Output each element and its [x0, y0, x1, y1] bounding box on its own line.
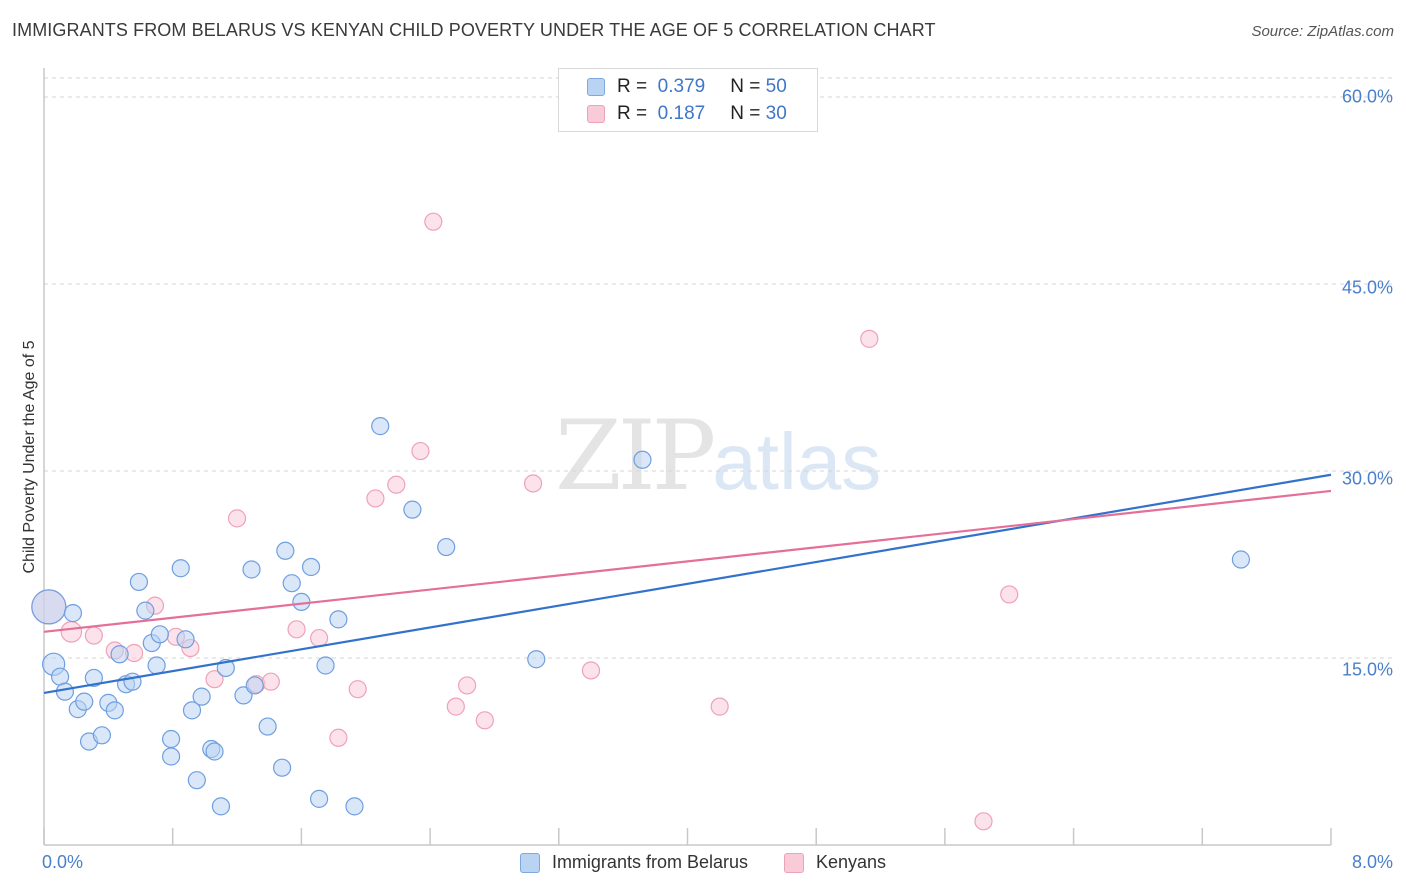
- series-legend-belarus: Immigrants from Belarus: [519, 852, 748, 873]
- kenyans-point: [581, 661, 601, 680]
- x-tick-marks: [43, 828, 1332, 845]
- series-legend: Immigrants from Belarus Kenyans: [0, 852, 1406, 873]
- legend-r-value: 0.379: [657, 76, 706, 97]
- series-legend-label: Kenyans: [816, 852, 887, 872]
- belarus-point: [129, 572, 149, 592]
- series-swatch-blue: [519, 852, 540, 873]
- belarus-point: [123, 672, 142, 691]
- chart-title: IMMIGRANTS FROM BELARUS VS KENYAN CHILD …: [12, 20, 936, 40]
- x-tick-label-max: 8.0%: [1351, 852, 1393, 872]
- belarus-point: [171, 559, 190, 578]
- y-tick-label-60: 60.0%: [1341, 86, 1393, 107]
- belarus-point: [329, 610, 348, 629]
- legend-r-label: R =: [617, 103, 648, 124]
- kenyans-point: [710, 697, 729, 716]
- kenyans-point: [366, 489, 385, 508]
- kenyans-point: [458, 676, 477, 695]
- belarus-point: [316, 656, 335, 675]
- kenyans-point: [287, 620, 306, 639]
- belarus-point: [63, 604, 83, 623]
- belarus-point: [92, 726, 112, 745]
- legend-swatch-pink: [587, 105, 605, 123]
- legend-swatch-blue: [587, 78, 605, 96]
- belarus-point: [187, 771, 206, 790]
- series-legend-kenyans: Kenyans: [784, 852, 886, 873]
- belarus-point: [1231, 550, 1251, 569]
- belarus-point: [272, 758, 292, 777]
- belarus-point: [211, 797, 231, 816]
- y-tick-label-30: 30.0%: [1341, 468, 1393, 489]
- belarus-point: [282, 574, 301, 593]
- kenyans-point: [475, 711, 494, 730]
- belarus-point: [161, 729, 181, 749]
- belarus-point: [161, 747, 181, 766]
- legend-n-value: 30: [765, 103, 787, 124]
- belarus-point: [205, 742, 224, 761]
- belarus-point: [258, 717, 277, 736]
- belarus-points: [31, 417, 1251, 816]
- legend-row-belarus: R = 0.379 N = 50: [587, 76, 787, 98]
- kenyans-point: [348, 680, 367, 699]
- watermark: ZIPatlas: [555, 400, 881, 512]
- belarus-point: [301, 557, 321, 577]
- kenyans-point: [974, 812, 993, 831]
- kenyans-point: [60, 621, 83, 643]
- belarus-point: [245, 676, 264, 695]
- belarus-trend-line: [43, 473, 1332, 694]
- belarus-point: [192, 687, 211, 706]
- belarus-point: [105, 701, 124, 720]
- y-axis-label: Child Poverty Under the Age of 5: [21, 340, 38, 574]
- belarus-point: [276, 541, 295, 560]
- kenyans-point: [387, 475, 406, 494]
- kenyans-point: [261, 672, 280, 691]
- kenyans-point: [205, 670, 224, 689]
- belarus-point: [182, 701, 202, 720]
- correlation-legend: R = 0.379 N = 50 R = 0.187 N = 30: [558, 68, 818, 132]
- belarus-point: [437, 537, 456, 557]
- belarus-point: [55, 682, 75, 701]
- belarus-point: [147, 656, 166, 675]
- legend-n-label: N =: [730, 76, 761, 97]
- legend-n-label: N =: [730, 103, 761, 124]
- source-credit: Source: ZipAtlas.com: [1251, 23, 1394, 40]
- belarus-point: [176, 630, 195, 649]
- y-tick-label-15: 15.0%: [1341, 659, 1393, 680]
- legend-r-label: R =: [617, 76, 648, 97]
- belarus-point: [242, 560, 261, 579]
- belarus-point: [136, 601, 155, 620]
- belarus-point: [309, 789, 329, 808]
- legend-n-value: 50: [765, 76, 787, 97]
- belarus-point: [110, 645, 129, 664]
- kenyans-trend-line: [43, 489, 1332, 633]
- kenyans-point: [84, 626, 103, 645]
- kenyans-point: [227, 509, 247, 528]
- legend-r-value: 0.187: [657, 103, 706, 124]
- belarus-point: [403, 500, 422, 519]
- belarus-point: [75, 692, 94, 711]
- belarus-point: [150, 625, 169, 644]
- watermark-atlas: atlas: [712, 417, 882, 506]
- x-tick-label-min: 0.0%: [42, 852, 84, 872]
- belarus-point: [84, 668, 103, 688]
- belarus-point: [31, 589, 67, 625]
- kenyans-point: [446, 697, 465, 716]
- kenyans-point: [860, 329, 879, 348]
- belarus-point: [527, 650, 546, 669]
- series-legend-label: Immigrants from Belarus: [551, 852, 748, 872]
- kenyans-point: [309, 628, 329, 648]
- legend-row-kenyans: R = 0.187 N = 30: [587, 103, 787, 125]
- y-tick-label-45: 45.0%: [1341, 277, 1393, 298]
- kenyans-point: [424, 212, 443, 231]
- kenyans-point: [411, 441, 430, 461]
- belarus-point: [345, 797, 364, 816]
- belarus-point: [633, 450, 652, 469]
- kenyans-point: [1000, 585, 1019, 604]
- belarus-point: [371, 417, 390, 436]
- kenyans-point: [329, 728, 348, 747]
- kenyans-point: [523, 474, 543, 493]
- series-swatch-pink: [784, 852, 804, 873]
